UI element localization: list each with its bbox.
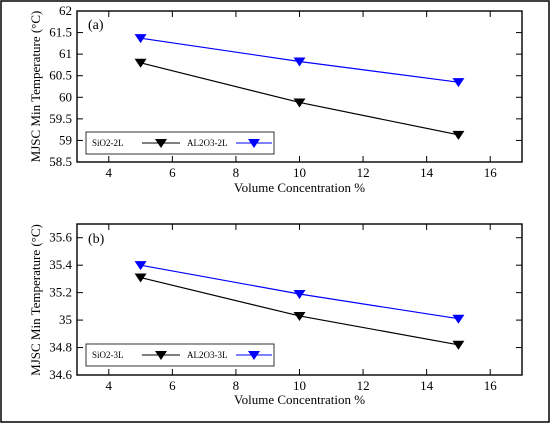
- panel-label: (a): [88, 18, 104, 33]
- data-point-series-1: [452, 340, 465, 350]
- legend-marker-series-2: [248, 351, 260, 360]
- x-axis-label: Volume Concentration %: [234, 180, 365, 195]
- y-axis-label: MJSC Min Temperature (°C): [28, 11, 43, 163]
- x-tick-label: 16: [484, 378, 498, 393]
- legend-marker-series-2: [248, 139, 260, 148]
- y-tick-label: 61: [59, 46, 72, 61]
- x-tick-label: 14: [420, 165, 434, 180]
- legend-label-series-1: SiO2-2L: [92, 138, 124, 148]
- data-point-series-2: [134, 34, 147, 44]
- x-tick-label: 8: [233, 165, 240, 180]
- series-group: [134, 261, 465, 350]
- x-tick-label: 8: [233, 378, 240, 393]
- y-tick-label: 59.5: [49, 111, 72, 126]
- legend-label-series-2: AL2O3-2L: [187, 138, 228, 148]
- y-tick-label: 34.6: [49, 367, 72, 382]
- x-tick-label: 12: [357, 165, 370, 180]
- legend: SiO2-2L AL2O3-2L: [85, 131, 275, 155]
- data-point-series-1: [134, 58, 147, 68]
- y-axis-label: MJSC Min Temperature (°C): [28, 224, 43, 376]
- data-point-series-1: [134, 273, 147, 283]
- x-tick-label: 6: [169, 378, 176, 393]
- data-point-series-2: [293, 290, 306, 300]
- x-ticks: 4 6 8 10 12 14 16: [106, 224, 498, 393]
- series-group: [134, 34, 465, 140]
- x-tick-label: 12: [357, 378, 370, 393]
- x-ticks: 4 6 8 10 12 14 16: [106, 11, 498, 180]
- y-tick-label: 34.8: [49, 340, 72, 355]
- data-point-series-1: [452, 130, 465, 140]
- chart-panel-b: (b) Volume Concentration % MJSC Min Temp…: [28, 223, 523, 407]
- y-tick-label: 60: [59, 89, 72, 104]
- y-tick-label: 58.5: [49, 154, 72, 169]
- x-tick-label: 6: [169, 165, 176, 180]
- data-point-series-1: [293, 311, 306, 321]
- y-ticks: 34.6 34.8 35 35.2 35.4 35.6: [49, 230, 522, 382]
- y-tick-label: 60.5: [49, 68, 72, 83]
- data-point-series-2: [452, 78, 465, 88]
- y-tick-label: 35: [59, 312, 72, 327]
- legend-label-series-2: AL2O3-3L: [187, 350, 228, 360]
- y-tick-label: 61.5: [49, 25, 72, 40]
- legend-marker-series-1: [155, 139, 167, 148]
- x-tick-label: 10: [293, 378, 306, 393]
- y-tick-label: 62: [59, 3, 72, 18]
- x-axis-label: Volume Concentration %: [234, 392, 365, 407]
- data-point-series-1: [293, 98, 306, 108]
- y-ticks: 58.5 59 59.5 60 60.5 61 61.5 62: [49, 3, 522, 169]
- panel-label: (b): [88, 232, 105, 247]
- data-point-series-2: [134, 261, 147, 271]
- x-tick-label: 4: [106, 378, 113, 393]
- y-tick-label: 35.6: [49, 230, 72, 245]
- legend-marker-series-1: [155, 351, 167, 360]
- x-tick-label: 10: [293, 165, 306, 180]
- y-tick-label: 35.4: [49, 257, 72, 272]
- chart-panel-a: (a) Volume Concentration % MJSC Min Temp…: [28, 3, 523, 195]
- x-tick-label: 14: [420, 378, 434, 393]
- data-point-series-2: [293, 57, 306, 67]
- legend-label-series-1: SiO2-3L: [92, 350, 124, 360]
- x-tick-label: 16: [484, 165, 498, 180]
- y-tick-label: 35.2: [49, 285, 72, 300]
- legend: SiO2-3L AL2O3-3L: [85, 343, 275, 367]
- x-tick-label: 4: [106, 165, 113, 180]
- data-point-series-2: [452, 314, 465, 324]
- y-tick-label: 59: [59, 132, 72, 147]
